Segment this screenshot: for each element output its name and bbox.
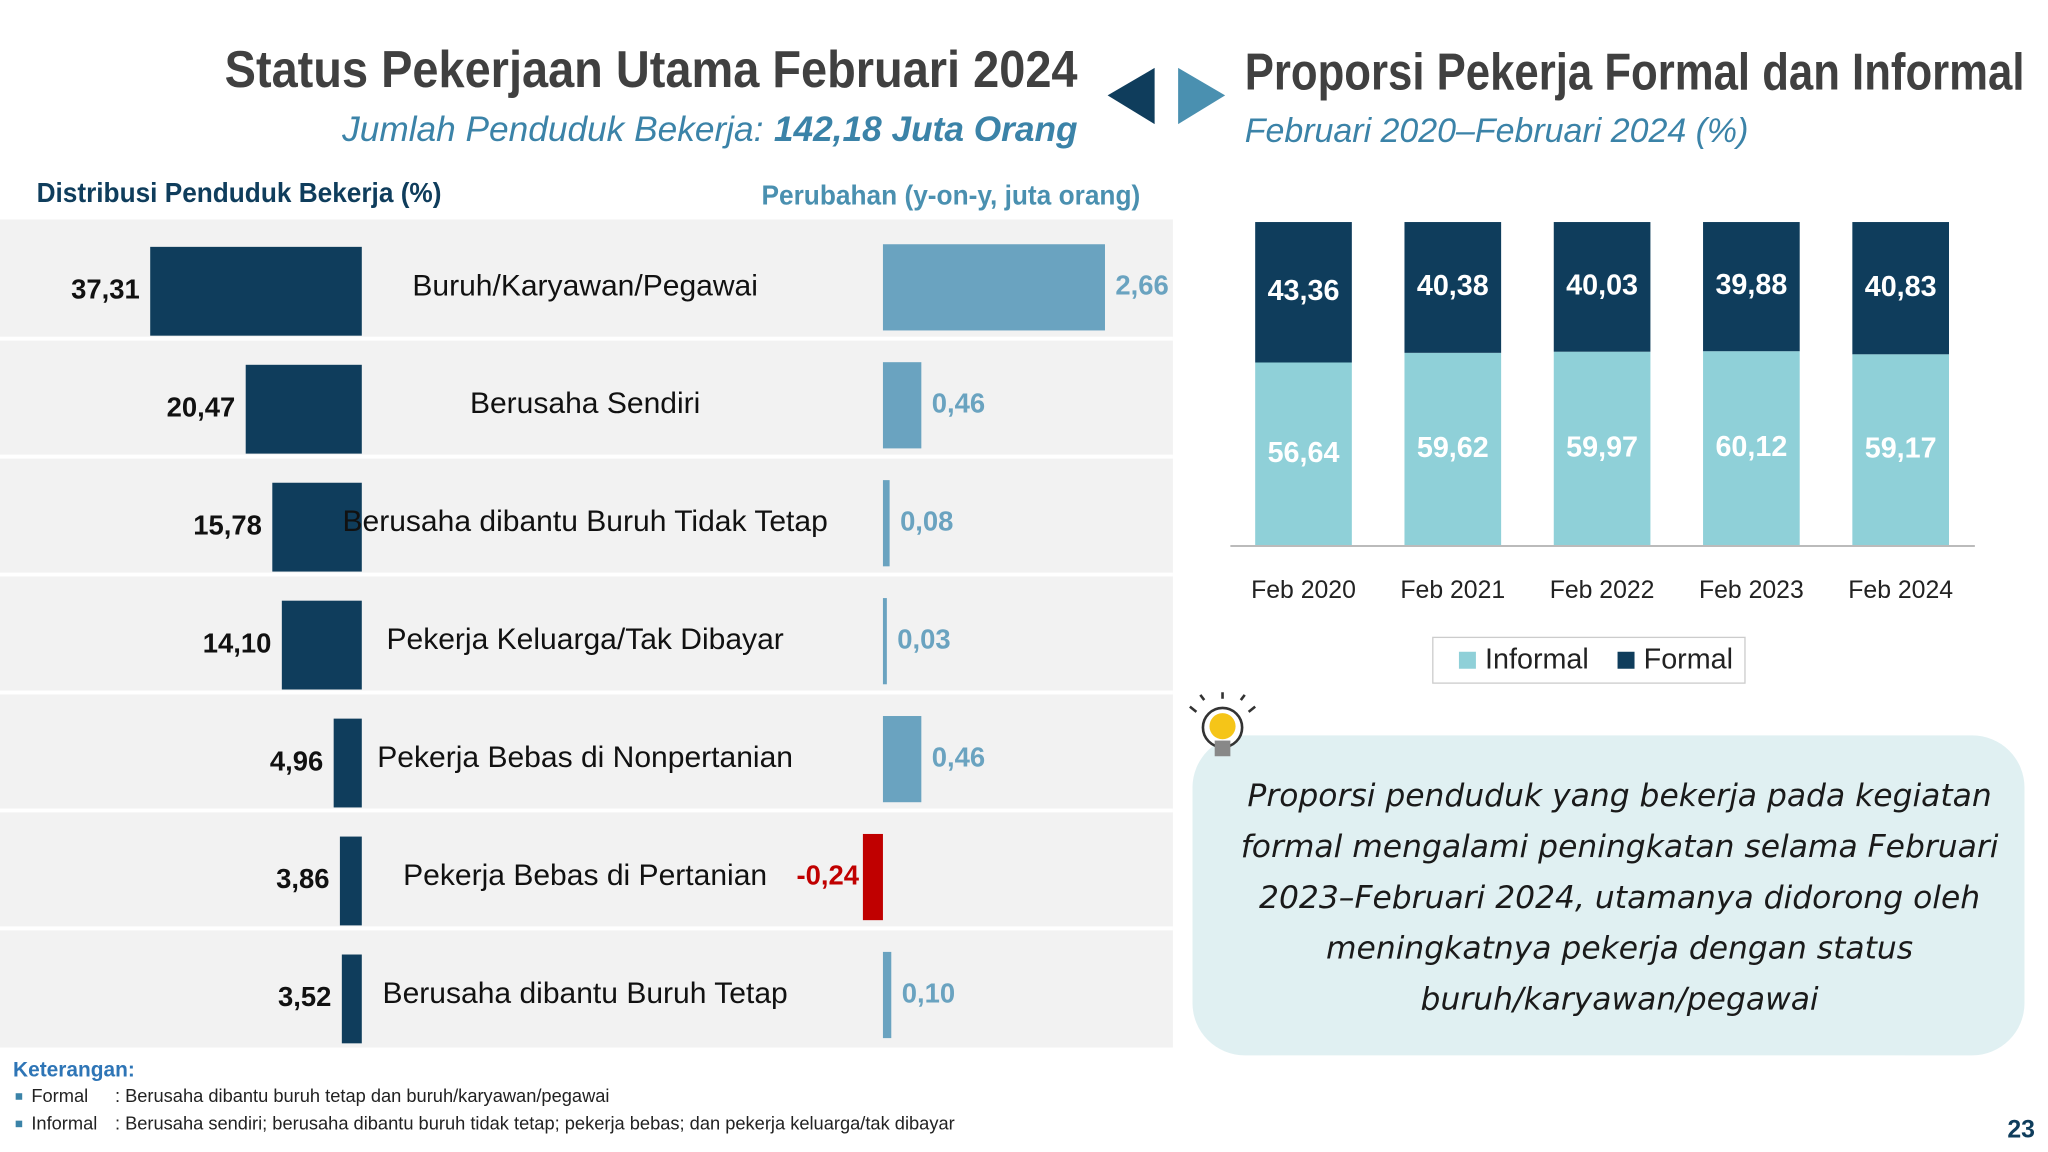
legend-box [1432, 636, 1746, 684]
next-arrow[interactable] [1178, 67, 1226, 125]
value-label: 20,47 [167, 391, 236, 422]
callout-text: Proporsi penduduk yang bekerja pada kegi… [1240, 777, 1999, 1018]
category-label: Pekerja Keluarga/Tak Dibayar [386, 623, 783, 656]
segment-label: 39,88 [1715, 269, 1787, 301]
category-label: Pekerja Bebas di Pertanian [403, 859, 767, 892]
change-bar [882, 716, 922, 803]
bullet [15, 1120, 23, 1128]
change-label: 0,10 [902, 977, 955, 1008]
change-bar [882, 244, 1105, 331]
subtitle-value: 142,18 Juta Orang [774, 110, 1078, 149]
note-label: Formal [31, 1085, 88, 1106]
callout-box [1192, 735, 2025, 1056]
change-bar [862, 833, 883, 921]
category-label: Berusaha Sendiri [470, 387, 700, 420]
legend-label: Informal [1485, 643, 1589, 675]
change-label: -0,24 [797, 859, 860, 890]
change-bar [882, 951, 892, 1039]
change-label: 0,03 [897, 623, 950, 654]
panel [0, 219, 1173, 1048]
stack-segment [1255, 362, 1352, 546]
notes-title: Keterangan: [13, 1059, 135, 1082]
change-label: 2,66 [1115, 270, 1168, 301]
stack-segment [1404, 222, 1502, 353]
segment-label: 40,03 [1566, 269, 1638, 301]
bar [281, 600, 362, 690]
x-tick-label: Feb 2024 [1848, 577, 1953, 604]
bar [272, 482, 362, 572]
value-label: 14,10 [203, 627, 272, 658]
bar [245, 364, 362, 454]
stack-segment [1553, 222, 1651, 352]
note-label: Informal [31, 1112, 97, 1133]
value-label: 37,31 [71, 274, 140, 305]
segment-label: 40,83 [1865, 271, 1937, 303]
stack-segment [1404, 352, 1502, 546]
chart-subtitle: Februari 2020–Februari 2024 (%) [1245, 112, 1749, 150]
change-bar [882, 362, 922, 449]
segment-label: 56,64 [1268, 437, 1340, 469]
bullet [15, 1093, 23, 1100]
change-bar [882, 598, 887, 685]
chart-title: Perubahan (y-on-y, juta orang) [761, 179, 1140, 210]
category-label: Berusaha dibantu Buruh Tetap [383, 977, 788, 1010]
value-label: 15,78 [193, 509, 262, 540]
x-tick-label: Feb 2020 [1251, 577, 1356, 604]
category-label: Pekerja Bebas di Nonpertanian [377, 741, 793, 774]
note-text: : Berusaha dibantu buruh tetap dan buruh… [115, 1085, 610, 1106]
change-bar [882, 480, 890, 567]
x-tick-label: Feb 2023 [1699, 577, 1804, 604]
slide-title: Status Pekerjaan Utama Februari 2024 [225, 41, 1078, 99]
bar [339, 836, 362, 926]
change-label: 0,08 [900, 505, 953, 536]
stack-segment [1703, 351, 1800, 546]
value-label: 3,52 [278, 981, 331, 1012]
bar [341, 954, 362, 1044]
lightbulb-icon [1189, 692, 1256, 757]
legend-swatch [1617, 651, 1635, 669]
stack-segment [1852, 222, 1949, 355]
chart-title: Distribusi Penduduk Bekerja (%) [37, 177, 442, 208]
category-label: Berusaha dibantu Buruh Tidak Tetap [342, 505, 827, 538]
segment-label: 60,12 [1715, 431, 1787, 463]
stack-segment [1703, 222, 1800, 352]
x-tick-label: Feb 2021 [1400, 577, 1505, 604]
value-label: 4,96 [270, 745, 323, 776]
bar [150, 246, 362, 336]
stack-segment [1255, 222, 1352, 363]
page-number: 23 [2007, 1117, 2035, 1144]
category-label: Buruh/Karyawan/Pegawai [412, 269, 758, 302]
subtitle-label: Jumlah Penduduk Bekerja: [341, 110, 763, 149]
value-label: 3,86 [276, 863, 329, 894]
legend-label: Formal [1644, 643, 1733, 675]
stack-segment [1553, 351, 1651, 546]
chart-title: Proporsi Pekerja Formal dan Informal [1245, 44, 2025, 102]
bar [333, 718, 362, 808]
segment-label: 59,97 [1566, 431, 1638, 463]
prev-arrow[interactable] [1107, 67, 1155, 125]
change-label: 0,46 [932, 741, 985, 772]
x-tick-label: Feb 2022 [1550, 577, 1655, 604]
note-text: : Berusaha sendiri; berusaha dibantu bur… [115, 1112, 955, 1133]
legend-swatch [1458, 651, 1476, 669]
stack-segment [1852, 354, 1949, 546]
callout-wrap: Proporsi penduduk yang bekerja pada kegi… [1240, 777, 1999, 1018]
segment-label: 59,62 [1417, 432, 1489, 464]
segment-label: 43,36 [1268, 275, 1340, 307]
slide-subtitle: Jumlah Penduduk Bekerja: 142,18 Juta Oran… [341, 110, 1077, 149]
segment-label: 59,17 [1865, 433, 1937, 465]
change-label: 0,46 [932, 388, 985, 419]
segment-label: 40,38 [1417, 270, 1489, 302]
